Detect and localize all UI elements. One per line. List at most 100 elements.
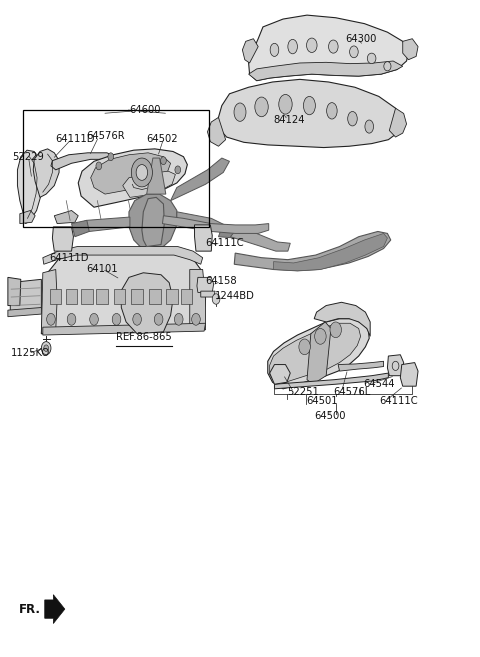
Ellipse shape [303,97,315,115]
Polygon shape [403,39,418,60]
Circle shape [47,313,55,325]
Polygon shape [43,246,203,264]
Circle shape [315,328,326,344]
Polygon shape [121,273,173,334]
Ellipse shape [348,112,357,126]
Polygon shape [51,153,116,170]
Circle shape [96,162,102,170]
Circle shape [192,313,200,325]
Text: 52229: 52229 [12,152,45,162]
Bar [23,110,209,227]
Text: 52251: 52251 [287,387,319,397]
Polygon shape [8,307,41,317]
Text: 64111C: 64111C [379,396,418,405]
Polygon shape [147,158,166,194]
Polygon shape [162,215,269,233]
Ellipse shape [255,97,268,117]
Polygon shape [170,158,229,200]
Polygon shape [78,149,187,207]
Polygon shape [50,289,61,304]
Polygon shape [201,291,215,297]
Polygon shape [81,289,93,304]
Circle shape [108,153,114,161]
Text: 64111D: 64111D [55,134,94,144]
Ellipse shape [307,38,317,53]
Circle shape [175,166,180,173]
Polygon shape [338,361,384,371]
Polygon shape [20,210,35,223]
Polygon shape [194,225,212,251]
Polygon shape [268,319,369,389]
Ellipse shape [365,120,373,133]
Circle shape [212,294,220,304]
Circle shape [155,313,163,325]
Polygon shape [242,39,258,63]
Ellipse shape [384,62,391,71]
Polygon shape [114,289,125,304]
Polygon shape [142,197,164,246]
Polygon shape [218,226,240,238]
Polygon shape [180,289,192,304]
Polygon shape [8,277,21,306]
Text: 1125KO: 1125KO [11,348,50,359]
Ellipse shape [328,40,338,53]
Polygon shape [96,289,108,304]
Text: 64544: 64544 [363,379,395,389]
Polygon shape [43,323,205,335]
Polygon shape [275,373,388,389]
Circle shape [330,322,341,338]
Polygon shape [123,171,175,197]
Polygon shape [54,210,78,223]
Polygon shape [66,289,77,304]
Text: 64111D: 64111D [49,254,89,263]
Polygon shape [389,108,407,137]
Polygon shape [149,289,160,304]
Circle shape [136,165,148,180]
Polygon shape [190,269,205,330]
Polygon shape [72,220,89,237]
Text: 64500: 64500 [314,411,346,421]
Ellipse shape [349,46,358,58]
Polygon shape [387,355,404,376]
Text: 64158: 64158 [205,277,237,286]
Circle shape [174,313,183,325]
Polygon shape [45,595,65,623]
Circle shape [132,158,153,187]
Circle shape [44,345,48,351]
Ellipse shape [234,103,246,122]
Polygon shape [91,153,170,194]
Text: REF.86-865: REF.86-865 [116,332,171,342]
Polygon shape [177,212,235,237]
Polygon shape [249,15,408,81]
Text: 64600: 64600 [129,104,160,114]
Text: 64576L: 64576L [333,387,371,397]
Polygon shape [197,277,214,292]
Polygon shape [314,302,370,336]
Polygon shape [270,323,360,382]
Polygon shape [166,289,178,304]
Text: 1244BD: 1244BD [215,291,255,302]
Text: 84124: 84124 [274,115,305,125]
Polygon shape [41,269,57,334]
Text: FR.: FR. [19,602,41,616]
Ellipse shape [279,95,292,114]
Polygon shape [132,289,143,304]
Ellipse shape [367,53,376,64]
Circle shape [133,313,142,325]
Polygon shape [307,322,331,384]
Circle shape [299,339,311,355]
Polygon shape [270,365,290,384]
Polygon shape [230,226,290,251]
Polygon shape [129,194,177,250]
Text: 64101: 64101 [86,264,118,274]
Ellipse shape [270,43,279,57]
Circle shape [67,313,76,325]
Text: 64501: 64501 [306,396,337,405]
Polygon shape [41,251,205,334]
Ellipse shape [288,39,298,54]
Polygon shape [33,149,59,197]
Polygon shape [218,79,402,148]
Polygon shape [249,61,403,81]
Ellipse shape [326,102,337,119]
Polygon shape [17,150,43,223]
